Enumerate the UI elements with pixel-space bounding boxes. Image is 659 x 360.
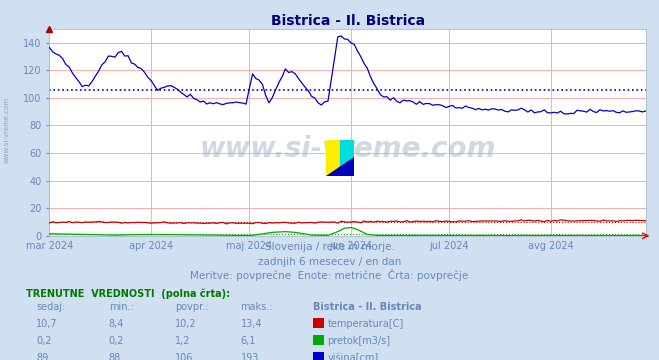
Text: sedaj:: sedaj: — [36, 302, 65, 312]
Polygon shape — [326, 157, 354, 176]
Text: 89: 89 — [36, 354, 49, 360]
Text: 6,1: 6,1 — [241, 336, 256, 346]
Text: 10,2: 10,2 — [175, 319, 196, 329]
Text: temperatura[C]: temperatura[C] — [328, 319, 404, 329]
Text: zadnjih 6 mesecev / en dan: zadnjih 6 mesecev / en dan — [258, 257, 401, 267]
Text: Meritve: povprečne  Enote: metrične  Črta: povprečje: Meritve: povprečne Enote: metrične Črta:… — [190, 269, 469, 281]
Text: 0,2: 0,2 — [36, 336, 52, 346]
Text: 88: 88 — [109, 354, 121, 360]
Bar — [326, 140, 340, 176]
Text: pretok[m3/s]: pretok[m3/s] — [328, 336, 391, 346]
Text: 193: 193 — [241, 354, 259, 360]
Text: Slovenija / reke in morje.: Slovenija / reke in morje. — [264, 242, 395, 252]
Text: www.si-vreme.com: www.si-vreme.com — [3, 96, 9, 163]
Text: maks.:: maks.: — [241, 302, 273, 312]
Text: povpr.:: povpr.: — [175, 302, 208, 312]
Text: višina[cm]: višina[cm] — [328, 353, 379, 360]
Text: 8,4: 8,4 — [109, 319, 124, 329]
Bar — [340, 140, 354, 176]
Text: 10,7: 10,7 — [36, 319, 58, 329]
Text: TRENUTNE  VREDNOSTI  (polna črta):: TRENUTNE VREDNOSTI (polna črta): — [26, 288, 231, 299]
Text: 13,4: 13,4 — [241, 319, 262, 329]
Text: 1,2: 1,2 — [175, 336, 190, 346]
Title: Bistrica - Il. Bistrica: Bistrica - Il. Bistrica — [271, 14, 424, 28]
Text: 106: 106 — [175, 354, 193, 360]
Text: 0,2: 0,2 — [109, 336, 125, 346]
Text: min.:: min.: — [109, 302, 134, 312]
Text: Bistrica - Il. Bistrica: Bistrica - Il. Bistrica — [313, 302, 422, 312]
Text: www.si-vreme.com: www.si-vreme.com — [200, 135, 496, 163]
